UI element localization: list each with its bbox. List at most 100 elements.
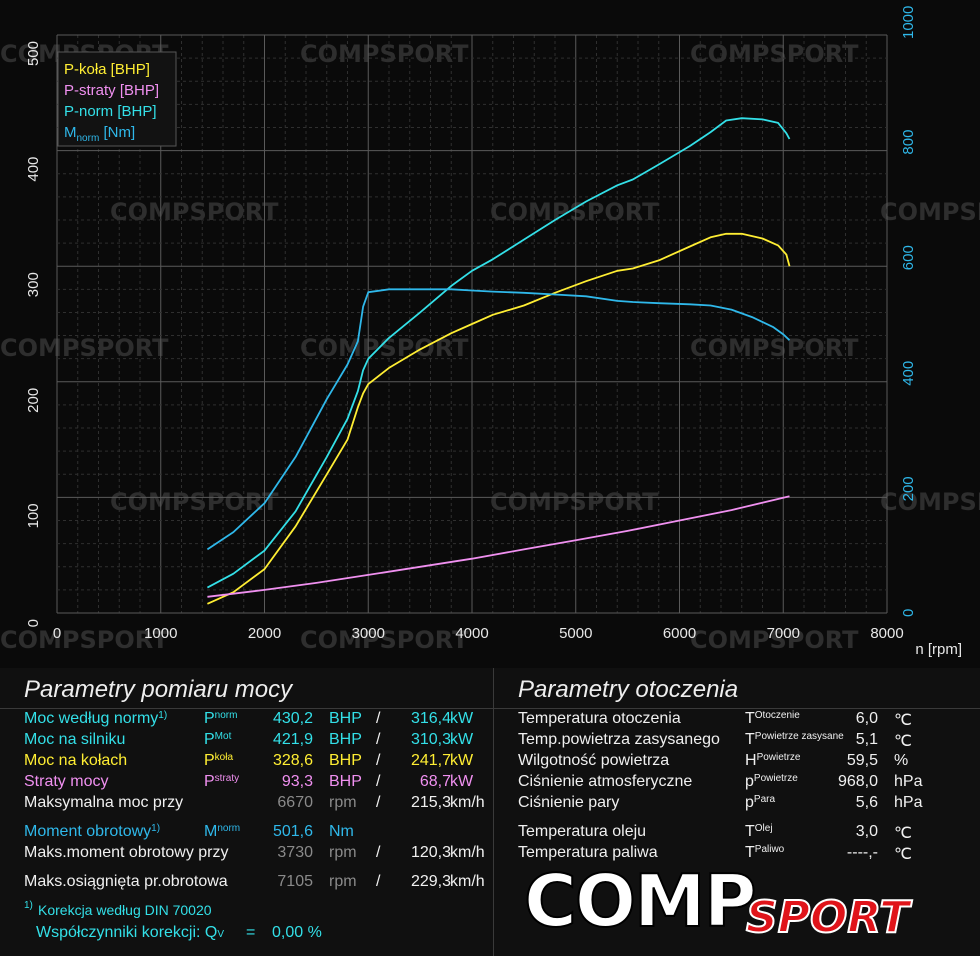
divider bbox=[494, 708, 980, 709]
chart-series bbox=[206, 117, 791, 605]
param-value-1: 3730 bbox=[277, 844, 313, 861]
x-tick-label: 5000 bbox=[559, 625, 592, 642]
ambient-row: Temp.powietrza zasysanego T Powietrze zasy… bbox=[518, 731, 958, 753]
x-tick-label: 4000 bbox=[455, 625, 488, 642]
param-unit-2: km/h bbox=[450, 794, 485, 811]
param-value-2: 229,3 bbox=[410, 873, 451, 890]
footnote-marker: 1) bbox=[24, 900, 33, 911]
ambient-unit: hPa bbox=[894, 794, 923, 811]
watermark-text: COMPSPORT bbox=[300, 626, 469, 654]
param-unit-1: Nm bbox=[329, 823, 354, 840]
param-row: Moc na silniku P Mot 421,9 BHP / 310,3 kW bbox=[24, 731, 494, 753]
x-axis-label: n [rpm] bbox=[915, 641, 962, 658]
watermark-text: COMPSPORT bbox=[300, 334, 469, 362]
legend-entry: P-koła [BHP] bbox=[64, 61, 150, 78]
series-line-0 bbox=[207, 232, 791, 605]
legend-unit: [Nm] bbox=[99, 124, 135, 141]
ambient-symbol: T Olej bbox=[745, 823, 773, 840]
series-line-1 bbox=[207, 495, 790, 598]
legend-sub: norm bbox=[77, 133, 100, 144]
legend-entry: P-straty [BHP] bbox=[64, 82, 159, 99]
param-label: Maks.moment obrotowy przy bbox=[24, 844, 229, 861]
ambient-value: 5,6 bbox=[855, 794, 878, 811]
ambient-row: Ciśnienie atmosferyczne p Powietrze 968,0 hP… bbox=[518, 773, 958, 795]
param-unit-2: km/h bbox=[450, 873, 485, 890]
param-separator: / bbox=[376, 844, 381, 861]
watermark-text: COMPSPORT bbox=[880, 488, 980, 516]
ambient-label: Ciśnienie pary bbox=[518, 794, 620, 811]
y-left-tick-label: 100 bbox=[25, 503, 42, 528]
compsport-logo: COMP SPORT bbox=[523, 858, 913, 944]
watermark-text: COMPSPORT bbox=[0, 334, 169, 362]
x-tick-label: 0 bbox=[53, 625, 61, 642]
param-value-1: 430,2 bbox=[272, 710, 313, 727]
ambient-symbol: H Powietrze bbox=[745, 752, 801, 769]
x-tick-label: 6000 bbox=[663, 625, 696, 642]
watermark-text: COMPSPORT bbox=[690, 334, 859, 362]
watermark-text: COMPSPORT bbox=[110, 198, 279, 226]
param-value-1: 421,9 bbox=[272, 731, 313, 748]
param-label: Moment obrotowy 1) bbox=[24, 823, 161, 840]
series-line-2 bbox=[206, 117, 791, 589]
ambient-label: Wilgotność powietrza bbox=[518, 752, 670, 769]
param-value-2: 68,7 bbox=[419, 773, 451, 790]
watermark-text: COMPSPORT bbox=[880, 198, 980, 226]
param-unit-2: kW bbox=[450, 773, 474, 790]
power-panel-title: Parametry pomiaru mocy bbox=[24, 676, 293, 703]
ambient-unit: ℃ bbox=[894, 846, 912, 863]
y-right-tick-label: 800 bbox=[900, 130, 917, 155]
watermark-text: COMPSPORT bbox=[490, 488, 659, 516]
ambient-row: Wilgotność powietrza H Powietrze 59,5% bbox=[518, 752, 958, 774]
ambient-unit: hPa bbox=[894, 773, 923, 790]
ambient-value: ----,- bbox=[846, 844, 878, 861]
param-label: Straty mocy bbox=[24, 773, 109, 790]
ambient-value: 968,0 bbox=[837, 773, 878, 790]
ambient-label: Ciśnienie atmosferyczne bbox=[518, 773, 693, 790]
ambient-label: Temperatura paliwa bbox=[518, 844, 658, 861]
coef-eq: = bbox=[246, 924, 256, 941]
param-separator: / bbox=[376, 710, 381, 727]
ambient-row: Temperatura oleju T Olej 3,0 ℃ bbox=[518, 823, 958, 845]
param-separator: / bbox=[376, 873, 381, 890]
ambient-symbol: T Otoczenie bbox=[745, 710, 800, 727]
y-left-tick-label: 200 bbox=[25, 388, 42, 413]
param-symbol: P Mot bbox=[204, 731, 232, 748]
param-value-1: 328,6 bbox=[272, 752, 313, 769]
param-value-2: 316,4 bbox=[410, 710, 451, 727]
param-value-2: 241,7 bbox=[410, 752, 451, 769]
power-parameters-panel: Parametry pomiaru mocy Moc według normy … bbox=[0, 668, 494, 956]
logo-sport: SPORT bbox=[746, 892, 912, 943]
dyno-chart: COMPSPORT COMPSPORT COMPSPORT COMPSPORT COMP… bbox=[0, 5, 980, 658]
param-label: Moc na kołach bbox=[24, 752, 128, 769]
param-unit-1: rpm bbox=[329, 873, 357, 890]
watermark-text: COMPSPORT bbox=[300, 40, 469, 68]
param-unit-2: km/h bbox=[450, 844, 485, 861]
y-right-tick-label: 200 bbox=[900, 476, 917, 501]
param-unit-2: kW bbox=[450, 731, 474, 748]
param-unit-1: BHP bbox=[329, 710, 362, 727]
watermark-text: COMPSPORT bbox=[110, 488, 279, 516]
x-tick-label: 3000 bbox=[352, 625, 385, 642]
param-separator: / bbox=[376, 752, 381, 769]
x-tick-label: 7000 bbox=[767, 625, 800, 642]
ambient-value: 59,5 bbox=[846, 752, 878, 769]
param-value-2: 310,3 bbox=[410, 731, 451, 748]
y-left-tick-label: 300 bbox=[25, 272, 42, 297]
ambient-symbol: p Para bbox=[745, 794, 776, 811]
param-value-1: 93,3 bbox=[281, 773, 313, 790]
param-value-2: 120,3 bbox=[410, 844, 451, 861]
param-unit-1: BHP bbox=[329, 752, 362, 769]
param-row: Maks.moment obrotowy przy 3730 rpm / 120,3 km… bbox=[24, 844, 494, 866]
watermark-text: COMPSPORT bbox=[690, 626, 859, 654]
param-unit-1: BHP bbox=[329, 731, 362, 748]
ambient-panel-title: Parametry otoczenia bbox=[518, 676, 739, 703]
chart-grid bbox=[56, 34, 888, 614]
ambient-unit: ℃ bbox=[894, 825, 912, 842]
ambient-value: 6,0 bbox=[855, 710, 878, 727]
coef-label: Współczynniki korekcji: QV bbox=[36, 924, 225, 941]
param-unit-1: rpm bbox=[329, 844, 357, 861]
